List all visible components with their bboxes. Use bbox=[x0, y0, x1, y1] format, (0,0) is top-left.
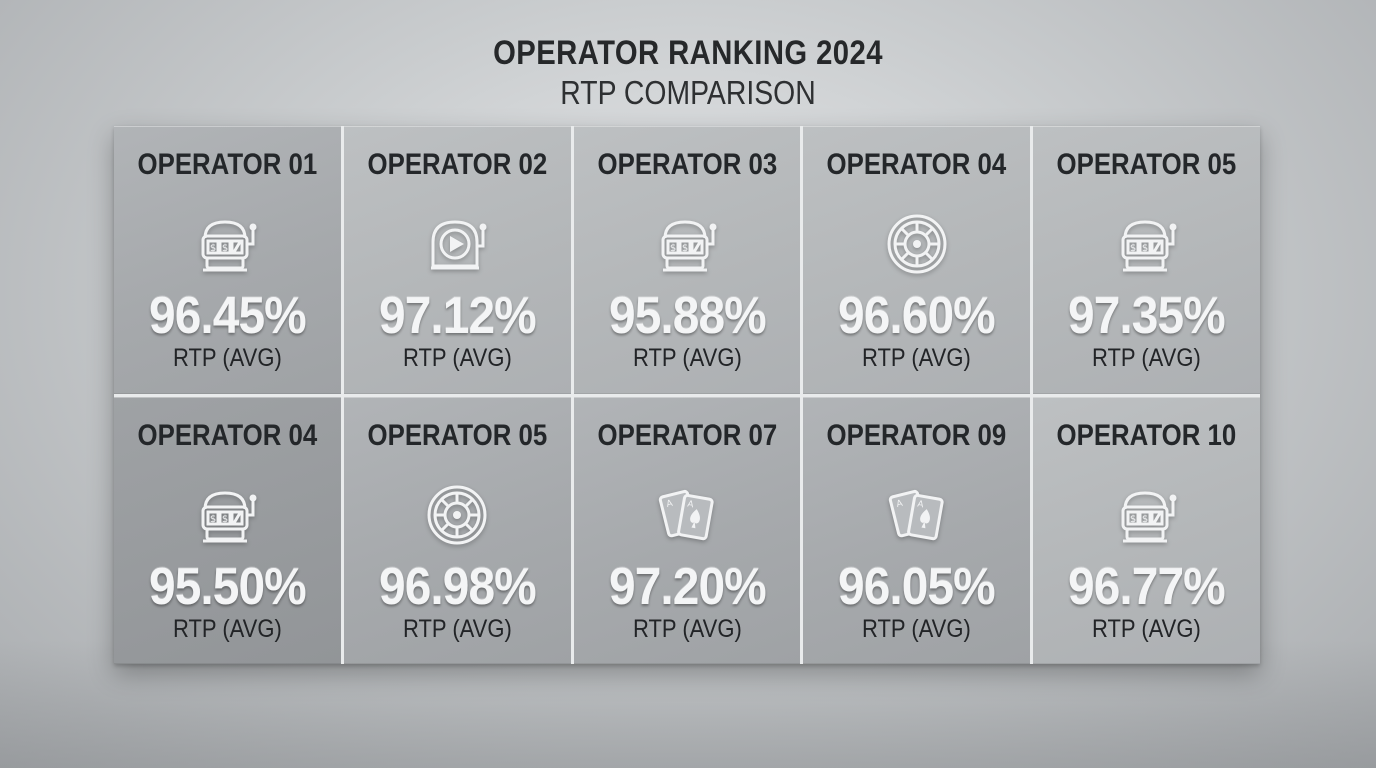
rtp-label: RTP (AVG) bbox=[632, 344, 742, 372]
rtp-label: RTP (AVG) bbox=[402, 614, 512, 643]
rtp-value: 95.88% bbox=[608, 287, 767, 345]
rtp-label: RTP (AVG) bbox=[402, 344, 512, 372]
operator-name: OPERATOR 10 bbox=[1056, 418, 1237, 452]
rtp-label: RTP (AVG) bbox=[632, 614, 742, 643]
slot-machine-icon: $ $ bbox=[191, 479, 263, 551]
roulette-wheel-icon bbox=[881, 208, 953, 280]
rtp-value: 96.60% bbox=[838, 287, 996, 345]
rtp-label: RTP (AVG) bbox=[172, 344, 282, 372]
rtp-value: 97.12% bbox=[378, 287, 537, 345]
operator-card: OPERATOR 04 96.60% RTP (AVG) bbox=[803, 126, 1031, 394]
operator-card: OPERATOR 02 97.12% RTP (AVG) bbox=[343, 126, 571, 394]
svg-text:$: $ bbox=[210, 514, 216, 525]
svg-text:A: A bbox=[665, 498, 674, 509]
rtp-value: 96.45% bbox=[149, 287, 307, 345]
rtp-value: 96.77% bbox=[1068, 557, 1226, 616]
svg-text:A: A bbox=[895, 498, 904, 509]
slot-machine-icon: $ $ bbox=[1111, 479, 1183, 551]
page-subtitle: RTP COMPARISON bbox=[560, 74, 816, 111]
operator-name: OPERATOR 07 bbox=[597, 418, 777, 452]
operator-name: OPERATOR 03 bbox=[597, 148, 777, 181]
operator-name: OPERATOR 01 bbox=[137, 148, 318, 181]
page-title: OPERATOR RANKING 2024 bbox=[493, 34, 883, 72]
rtp-value: 95.50% bbox=[149, 557, 307, 616]
svg-text:$: $ bbox=[670, 243, 676, 254]
svg-text:A: A bbox=[916, 499, 925, 510]
operator-name: OPERATOR 04 bbox=[137, 418, 318, 452]
rtp-value: 96.98% bbox=[378, 557, 537, 616]
svg-text:$: $ bbox=[210, 243, 216, 254]
svg-text:$: $ bbox=[1141, 514, 1147, 525]
operator-name: OPERATOR 05 bbox=[367, 418, 548, 452]
operator-name: OPERATOR 05 bbox=[1056, 148, 1237, 181]
rtp-label: RTP (AVG) bbox=[862, 614, 972, 643]
rtp-value: 97.20% bbox=[608, 557, 767, 616]
rtp-label: RTP (AVG) bbox=[1092, 614, 1201, 643]
slot-machine-icon: $ $ bbox=[651, 208, 723, 280]
svg-text:A: A bbox=[687, 499, 696, 510]
roulette-wheel-icon bbox=[421, 479, 493, 551]
operator-card: OPERATOR 01 $ $ 96.45% RTP (AVG) bbox=[114, 126, 341, 394]
slot-machine-icon: $ $ bbox=[191, 208, 263, 280]
operator-grid: OPERATOR 01 $ $ 96.45% RTP (AVG) OPERATOR… bbox=[114, 126, 1260, 664]
svg-text:$: $ bbox=[1129, 514, 1135, 525]
operator-name: OPERATOR 02 bbox=[367, 148, 548, 181]
operator-card: OPERATOR 10 $ $ 96.77% RTP (AVG) bbox=[1033, 396, 1260, 664]
svg-text:$: $ bbox=[1129, 243, 1135, 254]
operator-name: OPERATOR 04 bbox=[826, 148, 1007, 181]
svg-text:$: $ bbox=[682, 243, 688, 254]
slot-machine-icon: $ $ bbox=[1111, 208, 1183, 280]
play-button-slot-icon bbox=[421, 208, 493, 280]
svg-text:$: $ bbox=[222, 243, 228, 254]
svg-text:$: $ bbox=[1141, 243, 1147, 254]
svg-text:$: $ bbox=[222, 514, 228, 525]
operator-name: OPERATOR 09 bbox=[826, 418, 1007, 452]
rtp-label: RTP (AVG) bbox=[1092, 344, 1201, 372]
operator-card: OPERATOR 05 96.98% RTP (AVG) bbox=[343, 396, 571, 664]
rtp-label: RTP (AVG) bbox=[172, 614, 282, 643]
operator-card: OPERATOR 05 $ $ 97.35% RTP (AVG) bbox=[1033, 126, 1260, 394]
rtp-value: 97.35% bbox=[1068, 287, 1226, 345]
operator-card: OPERATOR 04 $ $ 95.50% RTP (AVG) bbox=[114, 396, 341, 664]
rtp-label: RTP (AVG) bbox=[862, 344, 972, 372]
operator-card: OPERATOR 03 $ $ 95.88% RTP (AVG) bbox=[573, 126, 801, 394]
rtp-value: 96.05% bbox=[838, 557, 996, 616]
